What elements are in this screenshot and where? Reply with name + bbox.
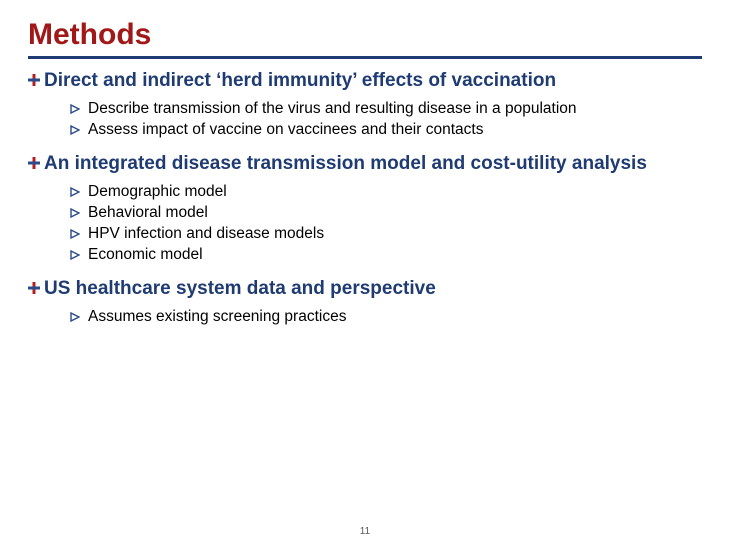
triangle-icon [70, 224, 88, 244]
page-number: 11 [0, 526, 730, 537]
list-item: Economic model [70, 245, 702, 265]
section-heading: Direct and indirect ‘herd immunity’ effe… [28, 69, 702, 93]
triangle-icon [70, 120, 88, 140]
section-heading-text: Direct and indirect ‘herd immunity’ effe… [44, 69, 556, 93]
list-item-text: Demographic model [88, 182, 227, 202]
list-item: Behavioral model [70, 203, 702, 223]
list-item: Demographic model [70, 182, 702, 202]
slide: Methods Direct and indirect ‘herd immuni… [0, 0, 730, 547]
list-item-text: Assumes existing screening practices [88, 307, 346, 327]
list-item: Describe transmission of the virus and r… [70, 99, 702, 119]
section-items: Demographic model Behavioral model HPV i… [70, 182, 702, 266]
triangle-icon [70, 245, 88, 265]
list-item-text: Behavioral model [88, 203, 208, 223]
triangle-icon [70, 307, 88, 327]
triangle-icon [70, 99, 88, 119]
section-heading-text: US healthcare system data and perspectiv… [44, 277, 436, 301]
list-item-text: Describe transmission of the virus and r… [88, 99, 577, 119]
section-items: Assumes existing screening practices [70, 307, 702, 327]
list-item: HPV infection and disease models [70, 224, 702, 244]
triangle-icon [70, 203, 88, 223]
slide-title: Methods [28, 18, 702, 52]
list-item-text: Assess impact of vaccine on vaccinees an… [88, 120, 483, 140]
plus-icon [28, 152, 44, 174]
plus-icon [28, 277, 44, 299]
triangle-icon [70, 182, 88, 202]
section-heading: US healthcare system data and perspectiv… [28, 277, 702, 301]
list-item-text: Economic model [88, 245, 203, 265]
list-item: Assess impact of vaccine on vaccinees an… [70, 120, 702, 140]
section-heading: An integrated disease transmission model… [28, 152, 702, 176]
title-divider [28, 56, 702, 59]
plus-icon [28, 69, 44, 91]
list-item: Assumes existing screening practices [70, 307, 702, 327]
section-items: Describe transmission of the virus and r… [70, 99, 702, 140]
list-item-text: HPV infection and disease models [88, 224, 324, 244]
section-heading-text: An integrated disease transmission model… [44, 152, 647, 176]
